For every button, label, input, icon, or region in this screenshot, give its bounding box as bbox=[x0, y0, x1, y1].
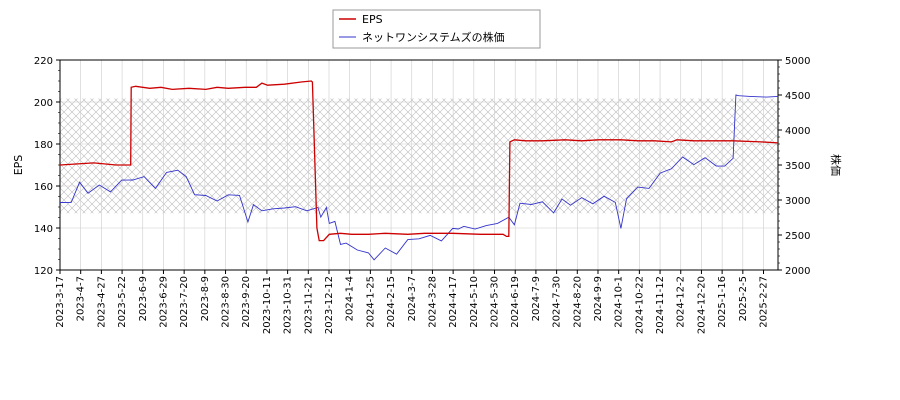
x-tick-label: 2023-3-17 bbox=[55, 276, 66, 328]
x-tick-label: 2023-7-20 bbox=[179, 276, 190, 328]
x-tick-label: 2024-3-7 bbox=[407, 276, 418, 321]
y-left-tick-label: 140 bbox=[34, 224, 53, 235]
x-tick-label: 2023-8-30 bbox=[221, 276, 232, 328]
legend-price-label: ネットワンシステムズの株価 bbox=[362, 30, 505, 44]
band-area bbox=[60, 98, 778, 214]
x-tick-label: 2024-12-2 bbox=[676, 276, 687, 328]
y-axis-left-title: EPS bbox=[12, 155, 25, 176]
y-axis-right-title: 株価 bbox=[829, 154, 843, 176]
y-left-tick-label: 200 bbox=[34, 98, 53, 109]
y-right-tick-label: 3500 bbox=[785, 161, 810, 172]
y-right-tick-label: 3000 bbox=[785, 196, 810, 207]
x-tick-label: 2024-7-9 bbox=[531, 276, 542, 321]
y-axis-left: 120 140 160 180 200 220 bbox=[34, 56, 60, 277]
y-left-tick-label: 180 bbox=[34, 140, 53, 151]
x-tick-label: 2023-4-7 bbox=[76, 276, 87, 321]
x-tick-label: 2023-11-21 bbox=[303, 276, 314, 334]
y-right-tick-label: 4000 bbox=[785, 126, 810, 137]
x-tick-label: 2023-4-27 bbox=[96, 276, 107, 328]
x-tick-label: 2024-5-10 bbox=[469, 276, 480, 328]
price-band bbox=[60, 98, 778, 214]
x-tick-label: 2024-8-20 bbox=[572, 276, 583, 328]
x-axis: 2023-3-17 2023-4-7 2023-4-27 2023-5-22 2023-… bbox=[55, 270, 770, 334]
x-tick-label: 2024-5-30 bbox=[490, 276, 501, 328]
x-tick-label: 2024-6-19 bbox=[510, 276, 521, 328]
x-tick-label: 2024-4-17 bbox=[448, 276, 459, 328]
legend-box bbox=[332, 9, 541, 49]
x-tick-label: 2023-8-9 bbox=[200, 276, 211, 321]
x-tick-label: 2023-6-29 bbox=[158, 276, 169, 328]
x-tick-label: 2025-2-5 bbox=[738, 276, 749, 321]
y-right-tick-label: 4500 bbox=[785, 91, 810, 102]
x-tick-label: 2025-2-27 bbox=[759, 276, 770, 328]
x-tick-label: 2024-7-30 bbox=[552, 276, 563, 328]
y-axis-right: 2000 2500 3000 3500 4000 4500 5000 bbox=[778, 56, 810, 277]
x-tick-label: 2024-2-15 bbox=[386, 276, 397, 328]
x-tick-label: 2023-5-22 bbox=[117, 276, 128, 328]
x-tick-label: 2024-1-25 bbox=[365, 276, 376, 328]
y-right-tick-label: 2000 bbox=[785, 266, 810, 277]
y-left-tick-label: 120 bbox=[34, 266, 53, 277]
y-left-tick-label: 160 bbox=[34, 182, 53, 193]
x-tick-label: 2024-9-9 bbox=[593, 276, 604, 321]
x-tick-label: 2023-12-12 bbox=[324, 276, 335, 334]
y-left-tick-label: 220 bbox=[34, 56, 53, 67]
x-tick-label: 2024-12-20 bbox=[696, 276, 707, 334]
x-tick-label: 2024-10-1 bbox=[614, 276, 625, 328]
x-tick-label: 2023-10-11 bbox=[262, 276, 273, 334]
x-tick-label: 2023-10-31 bbox=[283, 276, 294, 334]
series-price-line bbox=[60, 94, 778, 261]
y-right-tick-label: 5000 bbox=[785, 56, 810, 67]
x-tick-label: 2023-9-20 bbox=[241, 276, 252, 328]
legend: EPS ネットワンシステムズの株価 bbox=[332, 9, 541, 49]
x-tick-label: 2025-1-16 bbox=[717, 276, 728, 328]
legend-eps-label: EPS bbox=[362, 13, 383, 26]
x-tick-label: 2024-1-4 bbox=[345, 276, 356, 321]
x-tick-label: 2023-6-9 bbox=[138, 276, 149, 321]
x-tick-label: 2024-3-28 bbox=[427, 276, 438, 328]
y-right-tick-label: 2500 bbox=[785, 231, 810, 242]
series-eps-line bbox=[60, 80, 778, 242]
x-tick-label: 2024-11-12 bbox=[655, 276, 666, 334]
x-tick-label: 2024-10-22 bbox=[634, 276, 645, 334]
